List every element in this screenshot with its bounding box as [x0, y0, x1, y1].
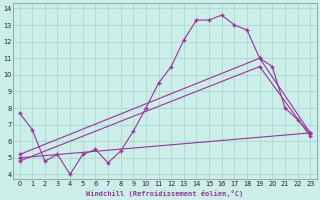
- X-axis label: Windchill (Refroidissement éolien,°C): Windchill (Refroidissement éolien,°C): [86, 190, 244, 197]
